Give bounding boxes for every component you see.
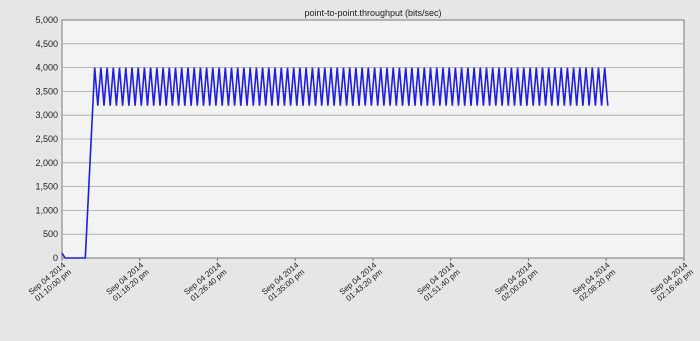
y-tick-label: 1,000 [35,205,58,215]
grid-lines [62,43,684,235]
y-tick-label: 3,500 [35,86,58,96]
y-tick-label: 5,000 [35,15,58,25]
y-tick-label: 500 [43,229,58,239]
y-tick-label: 4,000 [35,63,58,73]
y-axis-ticks: 0 500 1,000 1,500 2,000 2,500 3,000 3,500 4,000 4… [35,15,58,263]
y-tick-label: 1,500 [35,182,58,192]
chart-title: point-to-point.throughput (bits/sec) [304,8,441,18]
y-tick-label: 2,000 [35,158,58,168]
y-tick-label: 2,500 [35,134,58,144]
y-tick-label: 0 [53,253,58,263]
y-tick-label: 3,000 [35,110,58,120]
series-group [61,67,609,259]
series-line [61,67,609,259]
y-tick-label: 4,500 [35,39,58,49]
